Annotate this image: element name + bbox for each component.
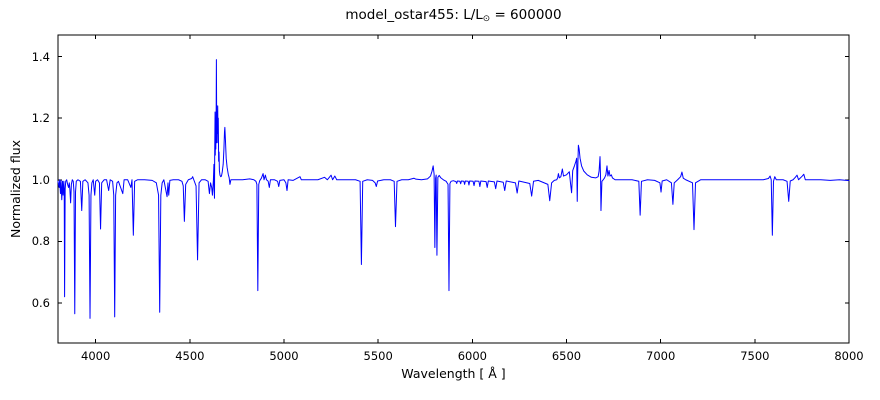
x-tick-label: 7500 [740, 349, 770, 363]
axes-frame [57, 34, 850, 344]
plot-title: model_ostar455: L/L⊙ = 600000 [58, 7, 849, 24]
y-tick-label: 0.8 [31, 234, 50, 249]
plot-title-value: = 600000 [490, 7, 562, 23]
plot-title-text: model_ostar455: L/L [345, 7, 483, 23]
x-tick-label: 5500 [363, 349, 393, 363]
x-tick-label: 6500 [551, 349, 582, 363]
x-tick-label: 4000 [81, 349, 111, 363]
y-tick-label: 1.2 [31, 111, 50, 126]
x-axis-label: Wavelength [ Å ] [401, 366, 506, 381]
solar-symbol-subscript: ⊙ [482, 14, 491, 25]
x-tick-label: 5000 [269, 349, 299, 363]
x-tick-label: 4500 [175, 349, 205, 363]
x-tick-label: 6000 [457, 349, 487, 363]
x-tick-label: 7000 [646, 349, 676, 363]
y-tick-label: 1.0 [31, 172, 50, 187]
spectrum-line [57, 59, 850, 319]
y-tick-label: 1.4 [31, 49, 50, 64]
y-tick-label: 0.6 [31, 295, 50, 310]
x-tick-label: 8000 [834, 349, 864, 363]
